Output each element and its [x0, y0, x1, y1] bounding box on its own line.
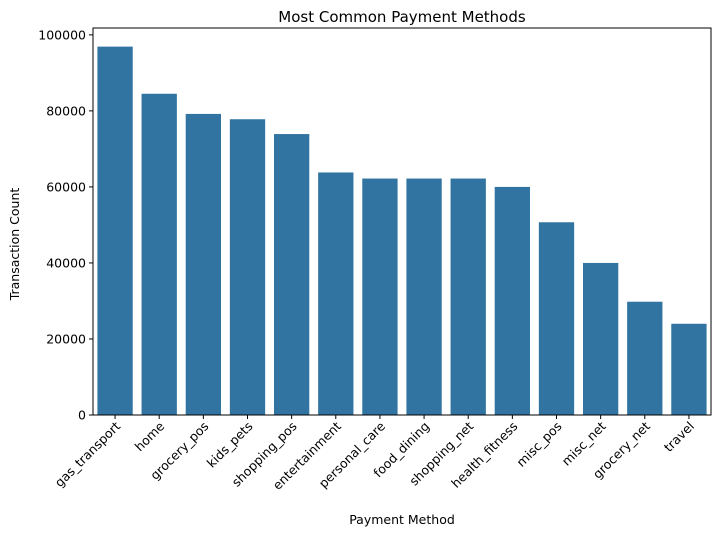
y-axis-label: Transaction Count: [7, 188, 22, 302]
bar-kids-pets: [229, 119, 266, 415]
y-tick-label: 100000: [38, 27, 86, 42]
bar-shopping-pos: [273, 134, 310, 416]
bar-misc-pos: [538, 222, 575, 415]
y-tick-label: 80000: [46, 103, 86, 118]
bar-food-dining: [406, 178, 442, 415]
x-tick-label: home: [132, 418, 168, 454]
chart-title: Most Common Payment Methods: [278, 8, 526, 26]
x-tick-label: misc_pos: [513, 419, 564, 470]
y-axis-ticks: 0 20000 40000 60000 80000 100000: [38, 27, 93, 423]
bar-misc-net: [582, 262, 619, 415]
bar-gas-transport: [97, 46, 133, 416]
bar-personal-care: [362, 178, 398, 415]
y-tick-label: 60000: [46, 179, 86, 194]
bar-home: [141, 93, 177, 416]
y-tick-label: 40000: [46, 255, 86, 270]
x-axis-label: Payment Method: [349, 512, 455, 527]
bar-health-fitness: [494, 186, 531, 415]
y-tick-label: 20000: [46, 331, 86, 346]
x-tick-label: travel: [661, 419, 697, 455]
bar-grocery-pos: [185, 113, 222, 415]
x-tick-label: gas_transport: [52, 418, 124, 490]
plot-frame: [92, 27, 712, 416]
bar-shopping-net: [450, 178, 486, 415]
x-axis-ticks: gas_transport homegrocery_poskids_petssho…: [52, 415, 697, 493]
bar-travel: [671, 323, 707, 415]
bar-grocery-net: [627, 301, 663, 415]
y-tick-label: 0: [78, 408, 86, 423]
bars: [97, 46, 707, 416]
bar-entertainment: [318, 172, 354, 415]
